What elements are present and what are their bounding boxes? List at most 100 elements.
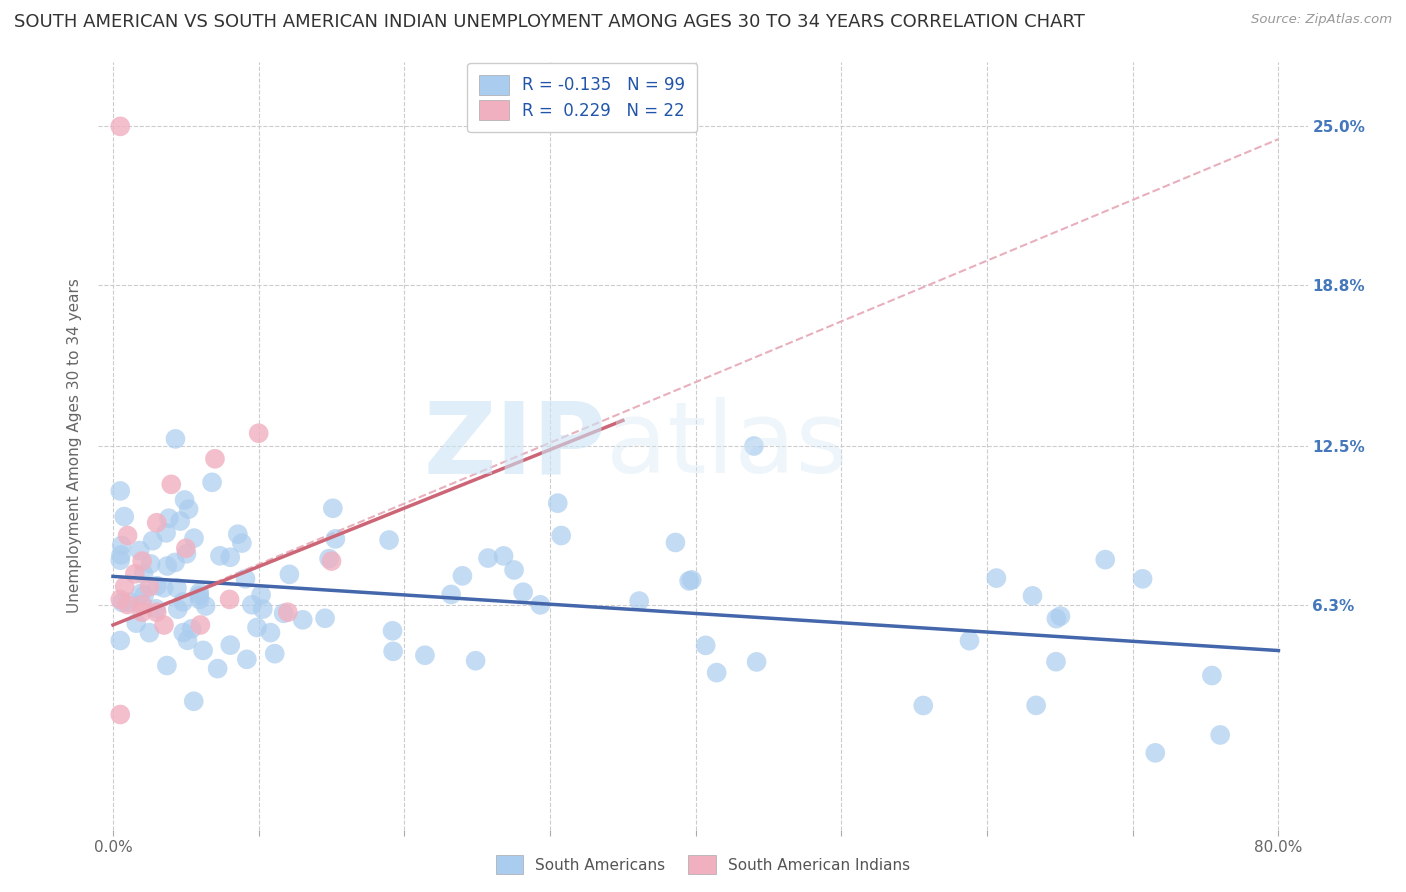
Point <box>278 567 301 582</box>
Point <box>381 624 404 638</box>
Point <box>169 514 191 528</box>
Point <box>252 602 274 616</box>
Y-axis label: Unemployment Among Ages 30 to 34 years: Unemployment Among Ages 30 to 34 years <box>67 278 83 614</box>
Point <box>117 598 139 612</box>
Point <box>678 574 700 588</box>
Point <box>695 639 717 653</box>
Point <box>110 120 132 134</box>
Point <box>156 559 179 574</box>
Point <box>1094 552 1116 566</box>
Point <box>201 475 224 490</box>
Point <box>111 595 134 609</box>
Point <box>124 566 146 581</box>
Point <box>112 509 135 524</box>
Point <box>128 543 150 558</box>
Point <box>322 501 344 516</box>
Point <box>117 528 139 542</box>
Point <box>174 541 197 556</box>
Point <box>165 556 187 570</box>
Point <box>176 547 198 561</box>
Point <box>291 613 314 627</box>
Point <box>111 539 134 553</box>
Point <box>512 585 534 599</box>
Point <box>259 625 281 640</box>
Point <box>263 647 285 661</box>
Point <box>131 605 153 619</box>
Point <box>628 594 651 608</box>
Point <box>226 527 249 541</box>
Point <box>681 573 703 587</box>
Point <box>152 581 174 595</box>
Point <box>183 694 205 708</box>
Point <box>165 432 187 446</box>
Point <box>277 605 299 619</box>
Point <box>131 598 153 612</box>
Legend: South Americans, South American Indians: South Americans, South American Indians <box>489 849 917 880</box>
Point <box>1045 655 1067 669</box>
Point <box>177 502 200 516</box>
Point <box>706 665 728 680</box>
Point <box>138 580 160 594</box>
Point <box>745 655 768 669</box>
Point <box>503 563 526 577</box>
Point <box>378 533 401 547</box>
Point <box>664 535 686 549</box>
Point <box>1132 572 1154 586</box>
Point <box>139 557 162 571</box>
Point <box>1209 728 1232 742</box>
Point <box>464 654 486 668</box>
Text: Source: ZipAtlas.com: Source: ZipAtlas.com <box>1251 13 1392 27</box>
Point <box>146 579 169 593</box>
Point <box>145 516 167 530</box>
Point <box>1025 698 1047 713</box>
Point <box>190 618 212 632</box>
Point <box>188 589 211 603</box>
Point <box>529 598 551 612</box>
Point <box>959 633 981 648</box>
Point <box>1045 612 1067 626</box>
Point <box>246 620 269 634</box>
Point <box>166 602 188 616</box>
Point <box>236 652 259 666</box>
Point <box>208 549 231 563</box>
Point <box>188 592 211 607</box>
Point <box>321 554 343 568</box>
Point <box>231 536 253 550</box>
Point <box>912 698 935 713</box>
Point <box>145 602 167 616</box>
Point <box>550 528 572 542</box>
Point <box>218 592 240 607</box>
Point <box>142 533 165 548</box>
Point <box>114 580 136 594</box>
Legend: R = -0.135   N = 99, R =  0.229   N = 22: R = -0.135 N = 99, R = 0.229 N = 22 <box>467 63 697 132</box>
Point <box>160 477 183 491</box>
Point <box>176 633 198 648</box>
Text: atlas: atlas <box>606 398 848 494</box>
Point <box>194 599 217 613</box>
Point <box>134 588 156 602</box>
Point <box>204 451 226 466</box>
Point <box>219 638 242 652</box>
Text: ZIP: ZIP <box>423 398 606 494</box>
Point <box>156 658 179 673</box>
Point <box>191 643 214 657</box>
Point <box>172 595 194 609</box>
Point <box>1201 668 1223 682</box>
Point <box>110 633 132 648</box>
Point <box>451 569 474 583</box>
Point <box>157 511 180 525</box>
Point <box>986 571 1008 585</box>
Point <box>110 707 132 722</box>
Point <box>173 493 195 508</box>
Point <box>240 598 263 612</box>
Point <box>138 625 160 640</box>
Point <box>547 496 569 510</box>
Point <box>413 648 436 663</box>
Point <box>110 483 132 498</box>
Point <box>183 531 205 545</box>
Point <box>118 595 141 609</box>
Point <box>235 572 257 586</box>
Point <box>110 592 132 607</box>
Point <box>155 525 177 540</box>
Point <box>125 616 148 631</box>
